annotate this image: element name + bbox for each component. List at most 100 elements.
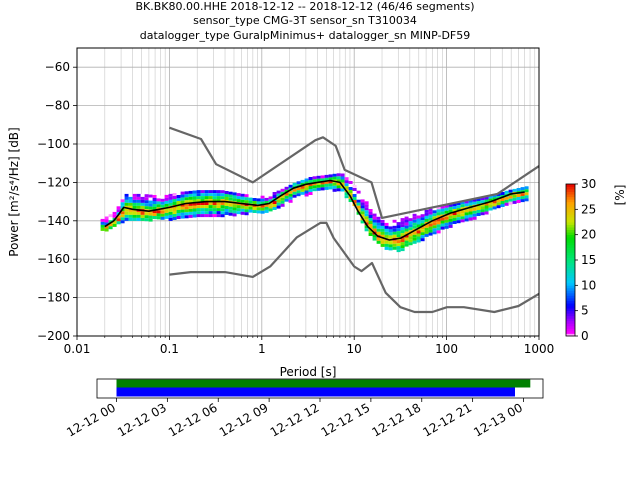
density-cell — [464, 218, 469, 222]
density-cell — [124, 208, 129, 212]
density-cell — [440, 226, 445, 230]
density-cell — [120, 202, 125, 206]
density-cell — [132, 202, 137, 206]
density-cell — [460, 213, 465, 217]
density-cell — [216, 211, 221, 215]
density-cell — [276, 199, 281, 203]
density-cell — [136, 205, 141, 209]
density-cell — [396, 219, 401, 223]
density-cell — [192, 202, 197, 206]
density-cell — [412, 219, 417, 223]
colorbar-segment — [566, 270, 575, 274]
density-cell — [204, 193, 209, 197]
density-cell — [200, 202, 205, 206]
colorbar-tick-label: 30 — [581, 177, 596, 191]
colorbar-segment — [566, 209, 575, 213]
density-cell — [224, 194, 229, 197]
density-cell — [416, 218, 421, 222]
timeline-tick-label: 12-12 09 — [217, 400, 271, 439]
density-cell — [196, 211, 201, 215]
density-cell — [164, 215, 169, 219]
density-cell — [136, 211, 141, 215]
density-cell — [296, 190, 301, 194]
density-cell — [520, 196, 525, 200]
density-cell — [160, 198, 165, 202]
density-cell — [292, 194, 297, 198]
density-cell — [184, 215, 189, 219]
density-cell — [396, 240, 401, 244]
density-cell — [340, 173, 345, 177]
density-cell — [212, 211, 217, 215]
density-cell — [492, 197, 497, 201]
density-cell — [220, 205, 225, 209]
low-noise-model-line — [169, 221, 540, 314]
density-cell — [132, 208, 137, 212]
colorbar-segment — [566, 244, 575, 248]
density-cell — [276, 193, 281, 197]
density-cell — [380, 237, 385, 241]
colorbar-segment — [566, 257, 575, 261]
density-cell — [436, 212, 441, 216]
density-cell — [304, 187, 309, 191]
colorbar-segment — [566, 282, 575, 286]
y-tick-label: −60 — [45, 60, 70, 74]
density-cell — [364, 228, 369, 232]
density-cell — [268, 196, 273, 200]
density-cell — [240, 205, 245, 209]
y-tick-label: −120 — [37, 175, 70, 189]
colorbar-segment — [566, 267, 575, 271]
density-cell — [488, 195, 493, 199]
density-cell — [308, 183, 313, 186]
density-cell — [516, 194, 521, 197]
density-cell — [452, 215, 457, 218]
density-cell — [316, 181, 321, 185]
density-cell — [212, 193, 217, 197]
density-cell — [180, 191, 185, 195]
density-cell — [256, 198, 261, 202]
density-cell — [240, 211, 245, 215]
density-cell — [448, 221, 453, 225]
plot-frame — [76, 47, 540, 337]
density-cell — [324, 180, 329, 184]
density-cell — [512, 194, 517, 198]
density-cell — [404, 225, 409, 229]
density-cell — [152, 210, 157, 213]
density-cell — [360, 220, 365, 224]
colorbar-tick-label: 10 — [581, 278, 596, 292]
density-cell — [148, 197, 153, 201]
density-cell — [300, 185, 305, 189]
density-cell — [124, 202, 129, 206]
density-cell — [168, 208, 173, 212]
density-cell — [176, 192, 181, 195]
density-cell — [336, 173, 341, 177]
density-cell — [344, 180, 349, 184]
density-cell — [480, 206, 485, 210]
density-cell — [196, 214, 201, 218]
density-cell — [392, 243, 397, 247]
density-cell — [188, 208, 193, 212]
density-cell — [388, 229, 393, 233]
density-cell — [492, 203, 497, 207]
colorbar-segment — [566, 252, 575, 256]
colorbar-segment — [566, 242, 575, 246]
density-cell — [204, 214, 209, 218]
density-cell — [208, 199, 213, 203]
density-cell — [264, 206, 269, 210]
density-cell — [368, 209, 373, 212]
density-cell — [156, 195, 161, 199]
density-cell — [420, 217, 425, 221]
density-cell — [200, 196, 205, 200]
density-cell — [124, 193, 129, 197]
x-tick-label: 0.1 — [160, 342, 179, 356]
density-cell — [436, 209, 441, 213]
density-cell — [344, 192, 349, 196]
density-cell — [416, 233, 421, 237]
colorbar-segment — [566, 199, 575, 203]
density-cell — [408, 227, 413, 231]
density-cell — [476, 210, 481, 213]
density-cell — [360, 199, 365, 203]
density-cell — [444, 222, 449, 226]
density-cell — [472, 207, 477, 211]
density-cell — [504, 202, 509, 206]
density-cell — [176, 213, 181, 216]
